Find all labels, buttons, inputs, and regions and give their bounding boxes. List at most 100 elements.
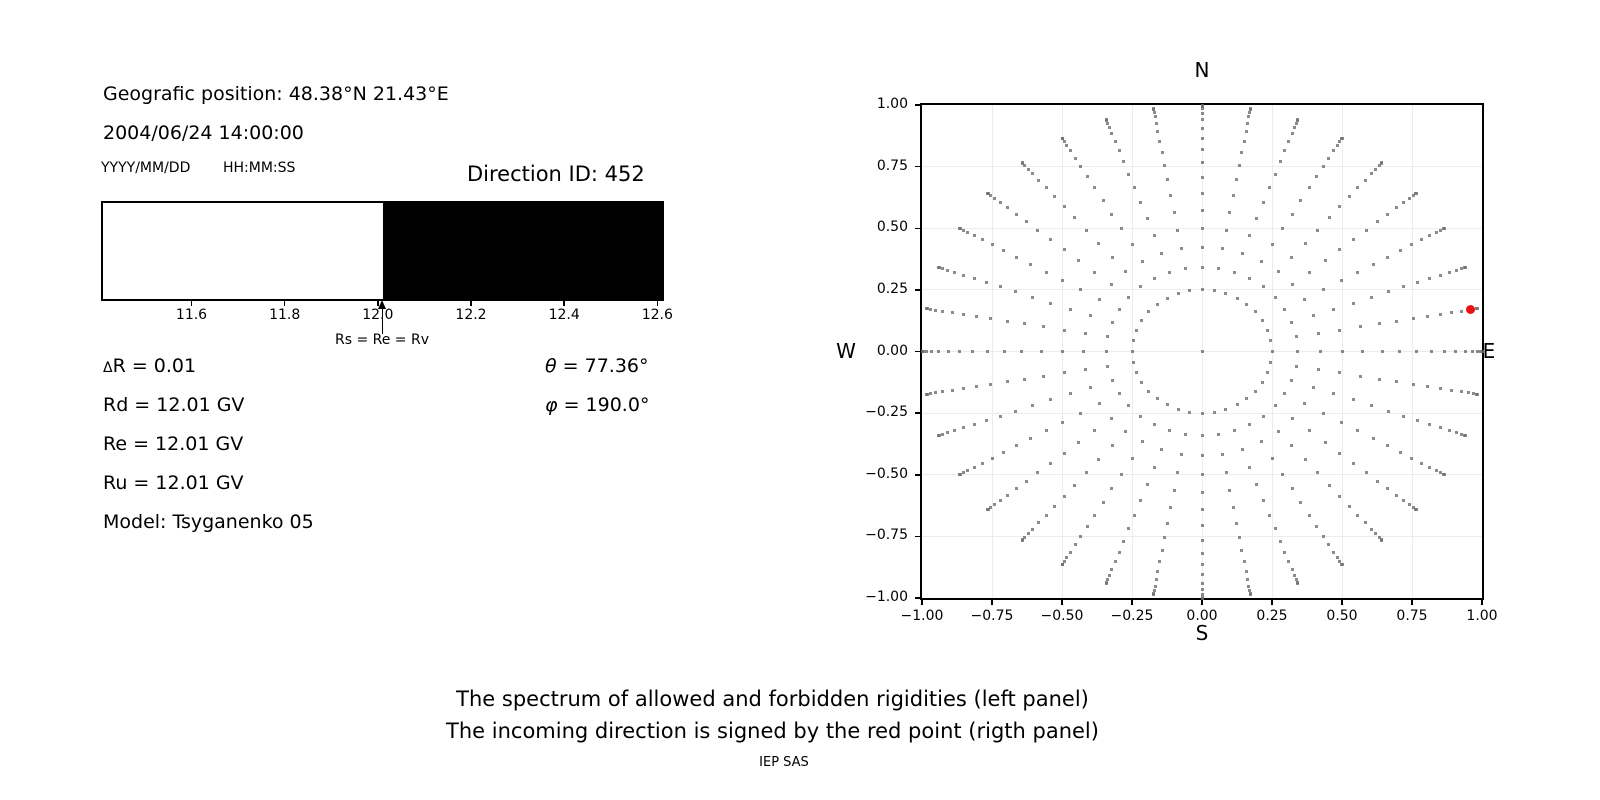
scatter-dot — [1224, 228, 1228, 232]
x-tick-label: −0.25 — [1110, 608, 1154, 624]
scatter-dot — [1377, 377, 1381, 381]
scatter-dot — [1200, 111, 1204, 115]
scatter-dot — [1439, 228, 1443, 232]
scatter-dot — [1085, 175, 1089, 179]
scatter-dot — [1269, 360, 1273, 364]
incoming-direction-point — [1466, 305, 1476, 315]
direction-scatter-chart: −1.00 −0.75 −0.50 −0.25 0.00 0.25 0.50 0.75 1.00… — [865, 96, 1497, 624]
scatter-dot — [1110, 487, 1114, 491]
y-tick-mark — [915, 227, 920, 229]
scatter-dot — [1293, 573, 1296, 577]
scatter-dot — [1200, 265, 1204, 269]
scatter-dot — [985, 419, 988, 423]
scatter-dot — [1036, 471, 1040, 475]
scatter-dot — [1335, 556, 1339, 560]
scatter-dot — [961, 228, 965, 232]
scatter-dot — [941, 309, 945, 313]
y-tick-mark — [915, 165, 920, 168]
x-tick-mark — [1411, 600, 1413, 605]
x-tick-mark — [1131, 600, 1133, 605]
scatter-dot — [1386, 255, 1390, 259]
scatter-dot — [1130, 243, 1134, 247]
scatter-dot — [924, 307, 928, 311]
scatter-dot — [1356, 270, 1360, 274]
x-tick-mark — [991, 600, 993, 605]
scatter-dot — [1200, 596, 1204, 600]
x-tick-mark — [921, 600, 923, 605]
scatter-dot — [1273, 527, 1277, 531]
scatter-dot — [1338, 248, 1342, 252]
scatter-dot — [1303, 241, 1307, 245]
scatter-dot — [1042, 325, 1046, 329]
scatter-dot — [1031, 172, 1035, 176]
scatter-dot — [1062, 451, 1066, 455]
cutoff-marker-arrow-head — [378, 300, 386, 309]
scatter-dot — [1005, 380, 1009, 384]
scatter-dot — [1024, 479, 1028, 483]
scatter-dot — [1062, 328, 1066, 332]
scatter-dot — [1132, 513, 1136, 517]
spectrum-tick-label: 11.8 — [269, 307, 301, 323]
scatter-dot — [1386, 409, 1390, 413]
scatter-dot — [953, 429, 957, 433]
phi-value: φ = 190.0° — [545, 394, 650, 416]
y-tick-mark — [915, 474, 920, 476]
scatter-dot — [1293, 126, 1296, 130]
scatter-dot — [937, 265, 941, 269]
scatter-dot — [1014, 255, 1018, 259]
scatter-dot — [1363, 178, 1367, 182]
scatter-dot — [1307, 186, 1311, 190]
spectrum-tick-mark — [190, 301, 193, 306]
scatter-dot — [1160, 151, 1164, 155]
scatter-dot — [1315, 524, 1319, 528]
scatter-dot — [998, 498, 1002, 502]
scatter-dot — [1415, 419, 1419, 423]
scatter-dot — [1131, 360, 1135, 364]
scatter-dot — [1450, 311, 1454, 315]
scatter-dot — [1172, 210, 1176, 214]
scatter-dot — [1447, 270, 1451, 274]
scatter-dot — [1130, 350, 1134, 353]
scatter-dot — [1299, 500, 1303, 504]
scatter-dot — [1084, 228, 1088, 232]
x-tick-label: −0.75 — [970, 608, 1014, 624]
scatter-dot — [1188, 289, 1192, 293]
scatter-dot — [1233, 270, 1237, 274]
scatter-dot — [1068, 550, 1072, 554]
scatter-dot — [1061, 420, 1065, 424]
scatter-dot — [1029, 437, 1033, 441]
scatter-dot — [1429, 350, 1433, 353]
scatter-dot — [1062, 139, 1066, 143]
scatter-dot — [1376, 220, 1380, 224]
scatter-dot — [1154, 121, 1158, 125]
scatter-dot — [966, 469, 970, 473]
scatter-dot — [1138, 414, 1142, 418]
scatter-dot — [1020, 161, 1024, 165]
scatter-dot — [1212, 289, 1216, 293]
scatter-dot — [1428, 423, 1432, 426]
scatter-dot — [971, 350, 975, 353]
scatter-dot — [1127, 527, 1131, 531]
scatter-dot — [1172, 489, 1176, 493]
scatter-dot — [1131, 339, 1135, 343]
scatter-dot — [1109, 282, 1113, 286]
phi-symbol: φ — [545, 394, 558, 416]
scatter-dot — [972, 276, 976, 280]
scatter-dot — [1280, 227, 1284, 231]
scatter-dot — [1369, 527, 1373, 531]
scatter-dot — [1411, 506, 1415, 510]
scatter-dot — [1270, 243, 1274, 247]
y-tick-label: 0.50 — [876, 219, 908, 236]
scatter-dot — [1371, 437, 1375, 441]
scatter-dot — [1327, 543, 1331, 547]
scatter-dot — [1273, 295, 1277, 299]
gridline-horizontal — [922, 166, 1482, 168]
y-tick-label: −0.50 — [865, 465, 908, 482]
scatter-dot — [1200, 573, 1204, 577]
cutoff-marker-label: Rs = Re = Rv — [334, 332, 429, 348]
scatter-dot — [1117, 392, 1121, 396]
scatter-dot — [920, 350, 924, 353]
scatter-dot — [1044, 429, 1048, 433]
scatter-dot — [1280, 472, 1284, 476]
scatter-dot — [1217, 433, 1221, 437]
